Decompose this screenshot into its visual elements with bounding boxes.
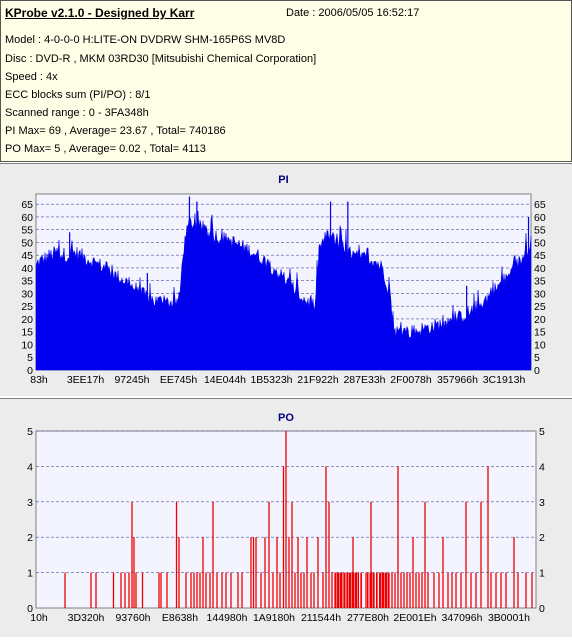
info-speed: Speed : 4x — [5, 71, 58, 83]
pi-ytick-left: 40 — [21, 263, 33, 275]
info-po-stats: PO Max= 5 , Average= 0.02 , Total= 4113 — [5, 143, 206, 155]
po-xtick-label: 2E001Eh — [393, 612, 436, 624]
pi-xtick-label: 2F0078h — [390, 374, 432, 386]
pi-ytick-right: 65 — [534, 199, 546, 211]
info-scanned-range: Scanned range : 0 - 3FA348h — [5, 107, 149, 119]
info-model: Model : 4-0-0-0 H:LITE-ON DVDRW SHM-165P… — [5, 34, 286, 46]
po-xtick-label: 1A9180h — [253, 612, 295, 624]
pi-ytick-left: 30 — [21, 288, 33, 300]
pi-xtick-label: 83h — [30, 374, 48, 386]
pi-xtick-label: 3C1913h — [483, 374, 526, 386]
pi-ytick-right: 20 — [534, 314, 546, 326]
pi-ytick-left: 0 — [27, 365, 33, 377]
pi-xtick-label: 21F922h — [297, 374, 339, 386]
pi-ytick-right: 40 — [534, 263, 546, 275]
pi-ytick-left: 50 — [21, 237, 33, 249]
info-pi-stats: PI Max= 69 , Average= 23.67 , Total= 740… — [5, 125, 226, 137]
pi-ytick-right: 35 — [534, 276, 546, 288]
pi-chart-title: PI — [278, 174, 288, 186]
app-title: KProbe v2.1.0 - Designed by Karr — [5, 6, 195, 20]
pi-xtick-label: 97245h — [114, 374, 149, 386]
pi-ytick-right: 25 — [534, 301, 546, 313]
pi-ytick-right: 50 — [534, 237, 546, 249]
info-disc: Disc : DVD-R , MKM 03RD30 [Mitsubishi Ch… — [5, 53, 317, 65]
po-chart-panel: PO 0 0 1 1 2 2 3 3 4 4 5 5 10h 3D320h 93760h E8638h 14498… — [0, 398, 572, 638]
po-ytick-right: 0 — [539, 603, 545, 615]
po-ytick-right: 1 — [539, 568, 545, 580]
po-ytick-right: 2 — [539, 532, 545, 544]
pi-ytick-left: 10 — [21, 339, 33, 351]
pi-ytick-left: 25 — [21, 301, 33, 313]
po-xtick-label: 144980h — [207, 612, 248, 624]
po-xtick-label: 211544h — [301, 612, 341, 624]
po-ytick-left: 2 — [27, 532, 33, 544]
po-ytick-left: 1 — [27, 568, 33, 580]
info-ecc-blocks: ECC blocks sum (PI/PO) : 8/1 — [5, 89, 151, 101]
pi-xtick-label: 14E044h — [204, 374, 246, 386]
pi-ytick-left: 35 — [21, 276, 33, 288]
pi-ytick-right: 10 — [534, 339, 546, 351]
pi-ytick-right: 60 — [534, 212, 546, 224]
scan-date: Date : 2006/05/05 16:52:17 — [286, 7, 420, 19]
po-ytick-left: 4 — [27, 461, 33, 473]
po-chart-title: PO — [278, 412, 294, 424]
po-ytick-left: 3 — [27, 497, 33, 509]
pi-ytick-left: 5 — [27, 352, 33, 364]
pi-xtick-label: 3EE17h — [67, 374, 105, 386]
pi-series-area — [35, 210, 532, 371]
po-chart: PO 0 0 1 1 2 2 3 3 4 4 5 5 10h 3D320h 93760h E8638h 14498… — [27, 412, 545, 624]
pi-ytick-right: 0 — [534, 365, 540, 377]
po-ytick-right: 5 — [539, 426, 545, 438]
pi-xtick-label: 357966h — [437, 374, 478, 386]
pi-ytick-right: 45 — [534, 250, 546, 262]
po-ytick-left: 0 — [27, 603, 33, 615]
pi-chart-panel: PI 0 0 5 5 10 10 15 15 20 20 25 25 30 30 35 35 40 40 45 45 50… — [0, 163, 572, 397]
pi-ytick-right: 5 — [534, 352, 540, 364]
pi-ytick-left: 55 — [21, 225, 33, 237]
po-xtick-label: 277E80h — [347, 612, 389, 624]
po-xtick-label: 347096h — [442, 612, 483, 624]
po-xtick-label: E8638h — [162, 612, 198, 624]
po-xtick-label: 3D320h — [68, 612, 105, 624]
po-xtick-label: 93760h — [115, 612, 150, 624]
pi-ytick-left: 65 — [21, 199, 33, 211]
pi-ytick-right: 30 — [534, 288, 546, 300]
po-ytick-right: 3 — [539, 497, 545, 509]
pi-ytick-left: 15 — [21, 327, 33, 339]
pi-xtick-label: EE745h — [160, 374, 198, 386]
pi-ytick-right: 15 — [534, 327, 546, 339]
po-ytick-right: 4 — [539, 461, 545, 473]
info-header: KProbe v2.1.0 - Designed by Karr Date : … — [0, 0, 572, 162]
pi-ytick-left: 20 — [21, 314, 33, 326]
po-xtick-label: 3B0001h — [488, 612, 530, 624]
pi-ytick-left: 45 — [21, 250, 33, 262]
pi-ytick-left: 60 — [21, 212, 33, 224]
pi-xtick-label: 1B5323h — [250, 374, 292, 386]
pi-xtick-label: 287E33h — [343, 374, 385, 386]
pi-ytick-right: 55 — [534, 225, 546, 237]
po-ytick-left: 5 — [27, 426, 33, 438]
po-xtick-label: 10h — [30, 612, 48, 624]
